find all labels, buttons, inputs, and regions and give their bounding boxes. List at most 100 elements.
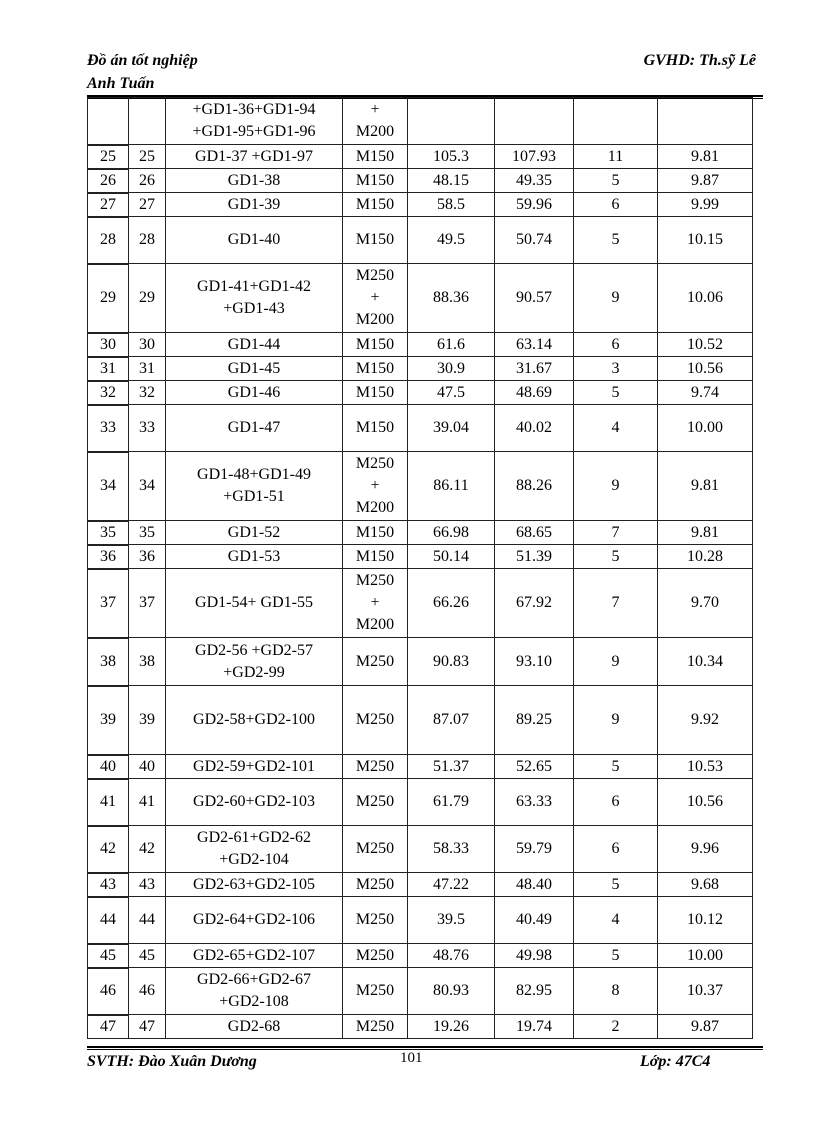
table-cell: 40 [128,754,166,779]
header-supervisor: GVHD: Th.sỹ Lê [643,52,756,69]
table-cell: 49.98 [494,943,574,968]
table-cell: GD1-44 [165,332,343,357]
table-cell: 4 [573,896,658,944]
table-cell: GD2-61+GD2-62 +GD2-104 [165,825,343,873]
table-cell [657,97,753,145]
table-cell: 49.35 [494,168,574,193]
table-cell: 5 [573,380,658,405]
table-cell: GD2-58+GD2-100 [165,685,343,755]
table-cell: GD1-39 [165,192,343,217]
table-cell: 34 [87,450,129,521]
table-row: 43 43 GD2-63+GD2-105 M250 47.22 48.40 5 9.68 [87,871,753,897]
table-cell: 6 [573,332,658,357]
table-cell: 9.70 [657,568,753,638]
table-cell: 40.02 [494,404,574,452]
table-cell: 26 [87,167,129,193]
table-cell: 11 [573,144,658,169]
data-table: +GD1-36+GD1-94 +GD1-95+GD1-96 + M200 25 25 G… [87,97,753,1039]
table-cell: 47.22 [407,872,495,897]
table-row: 25 25 GD1-37 +GD1-97 M150 105.3 107.93 11 9.81 [87,143,753,169]
table-cell: 10.53 [657,754,753,779]
table-cell: 66.26 [407,568,495,638]
table-cell: 45 [87,942,129,968]
table-cell: M150 [342,404,408,452]
table-cell: 86.11 [407,451,495,521]
table-cell: 36 [128,544,166,569]
table-cell: 10.15 [657,216,753,264]
table-cell: 105.3 [407,144,495,169]
table-cell: 35 [87,519,129,545]
table-cell: 58.33 [407,825,495,873]
table-cell: 6 [573,778,658,826]
table-cell: 46 [87,966,129,1015]
header-author: Anh Tuấn [87,75,155,92]
table-cell: GD2-68 [165,1014,343,1039]
table-cell: 10.12 [657,896,753,944]
table-cell: GD1-40 [165,216,343,264]
table-cell: 37 [128,568,166,638]
table-cell: 29 [128,263,166,333]
table-cell: 63.14 [494,332,574,357]
table-cell: 9.96 [657,825,753,873]
table-cell: M150 [342,544,408,569]
footer-rule [87,1046,763,1050]
table-cell: 30.9 [407,356,495,381]
table-cell: M150 [342,168,408,193]
table-cell: 19.26 [407,1014,495,1039]
table-cell: M250 [342,637,408,686]
table-cell: M250 [342,778,408,826]
table-cell: 63.33 [494,778,574,826]
table-cell: 90.83 [407,637,495,686]
table-cell: GD1-53 [165,544,343,569]
table-cell: GD1-45 [165,356,343,381]
table-cell: M250 [342,1014,408,1039]
table-cell: 35 [128,520,166,545]
table-cell: 30 [87,331,129,357]
table-cell: 9.68 [657,872,753,897]
table-cell: GD2-63+GD2-105 [165,872,343,897]
table-cell: 10.34 [657,637,753,686]
table-cell: 37 [87,567,129,638]
table-cell: 42 [87,824,129,873]
table-cell: M250 [342,943,408,968]
table-cell: GD1-41+GD1-42 +GD1-43 [165,263,343,333]
table-cell: 27 [87,191,129,217]
table-cell: 58.5 [407,192,495,217]
table-cell: 9.74 [657,380,753,405]
table-cell: 40 [87,753,129,779]
table-cell: M150 [342,144,408,169]
table-cell: 39 [87,684,129,755]
table-row: 33 33 GD1-47 M150 39.04 40.02 4 10.00 [87,403,753,452]
table-cell: 5 [573,168,658,193]
table-cell: 80.93 [407,967,495,1015]
table-cell: 8 [573,967,658,1015]
table-row: 47 47 GD2-68 M250 19.26 19.74 2 9.87 [87,1013,753,1039]
table-cell [87,97,129,145]
table-cell: M250 [342,685,408,755]
table-cell: GD2-60+GD2-103 [165,778,343,826]
table-cell: M250 + M200 [342,568,408,638]
table-cell: 87.07 [407,685,495,755]
table-cell: 90.57 [494,263,574,333]
table-cell: M150 [342,520,408,545]
table-cell: 43 [128,872,166,897]
table-cell: 5 [573,754,658,779]
table-cell: 10.56 [657,778,753,826]
table-cell: 31.67 [494,356,574,381]
table-cell [128,97,166,145]
table-cell: GD1-47 [165,404,343,452]
table-row: 41 41 GD2-60+GD2-103 M250 61.79 63.33 6 10.56 [87,777,753,826]
table-cell: 5 [573,872,658,897]
table-cell: 9.99 [657,192,753,217]
table-cell: 9 [573,451,658,521]
table-cell: 49.5 [407,216,495,264]
table-cell: 59.79 [494,825,574,873]
table-cell: 67.92 [494,568,574,638]
table-row: 35 35 GD1-52 M150 66.98 68.65 7 9.81 [87,519,753,545]
table-cell: GD2-66+GD2-67 +GD2-108 [165,967,343,1015]
table-cell: 25 [87,143,129,169]
table-cell [494,97,574,145]
table-cell: 44 [87,895,129,944]
table-row: 44 44 GD2-64+GD2-106 M250 39.5 40.49 4 10.12 [87,895,753,944]
table-cell: GD1-46 [165,380,343,405]
